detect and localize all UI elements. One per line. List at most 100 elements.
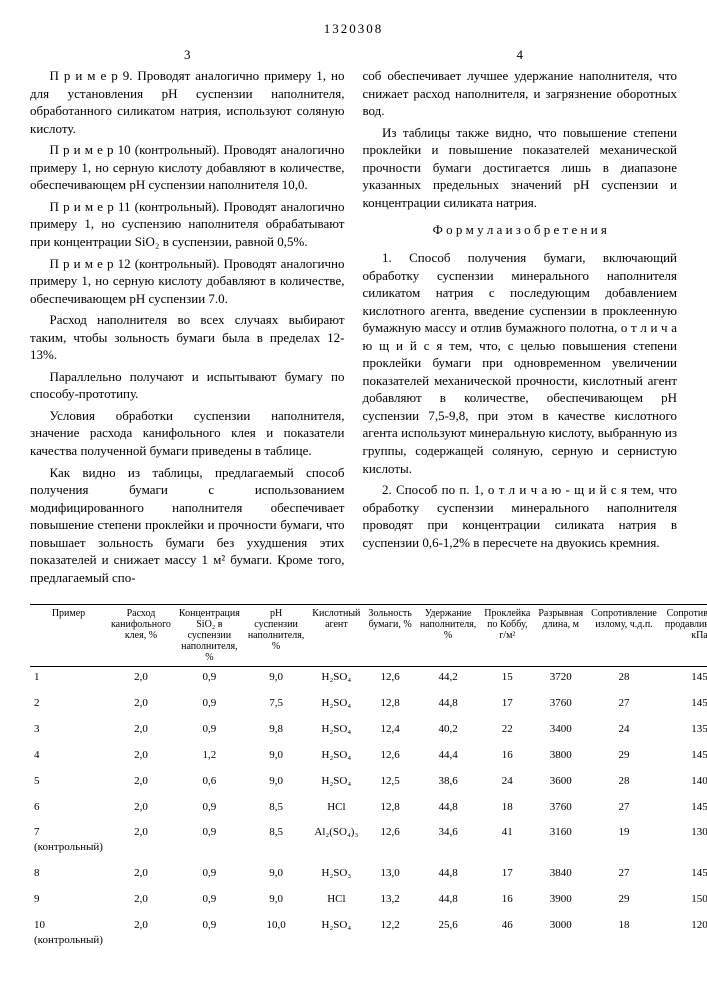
table-cell: 0,9 bbox=[175, 714, 244, 740]
table-cell: 0,9 bbox=[175, 688, 244, 714]
table-cell: 3400 bbox=[534, 714, 587, 740]
table-cell: 15 bbox=[480, 667, 534, 688]
table-cell: 12,6 bbox=[364, 667, 415, 688]
table-cell: HCl bbox=[308, 792, 364, 818]
table-cell: 3000 bbox=[534, 910, 587, 951]
table-cell: 9,0 bbox=[244, 766, 308, 792]
para-ex9: П р и м е р 9. Проводят аналогично приме… bbox=[30, 67, 345, 137]
table-cell: 3800 bbox=[534, 740, 587, 766]
table-cell: 12,8 bbox=[364, 792, 415, 818]
table-cell: HCl bbox=[308, 884, 364, 910]
table-cell: 44,8 bbox=[416, 858, 480, 884]
table-cell: 40,2 bbox=[416, 714, 480, 740]
table-cell: 18 bbox=[480, 792, 534, 818]
table-cell: 3900 bbox=[534, 884, 587, 910]
table-cell: 2,0 bbox=[107, 688, 175, 714]
table-cell: 145 bbox=[661, 792, 707, 818]
table-row: 62,00,98,5HCl12,844,818376027145 bbox=[30, 792, 707, 818]
table-cell: 18 bbox=[587, 910, 661, 951]
table-row: 92,00,99,0HCl13,244,816390029150 bbox=[30, 884, 707, 910]
table-cell: 12,6 bbox=[364, 817, 415, 858]
table-cell: H₂SO₄ bbox=[308, 667, 364, 688]
table-cell: 3 bbox=[30, 714, 107, 740]
table-cell: 0,9 bbox=[175, 858, 244, 884]
table-cell: 19 bbox=[587, 817, 661, 858]
table-cell: 44,8 bbox=[416, 688, 480, 714]
th-break: Разрывная длина, м bbox=[534, 605, 587, 667]
para-table-also: Из таблицы также видно, что повышение ст… bbox=[363, 124, 678, 212]
table-cell: 38,6 bbox=[416, 766, 480, 792]
th-agent: Кислотный агент bbox=[308, 605, 364, 667]
table-cell: 3720 bbox=[534, 667, 587, 688]
table-cell: 12,2 bbox=[364, 910, 415, 951]
table-cell: 1 bbox=[30, 667, 107, 688]
table-cell: 9,0 bbox=[244, 858, 308, 884]
table-cell: 2,0 bbox=[107, 740, 175, 766]
table-cell: 120 bbox=[661, 910, 707, 951]
table-cell: 44,2 bbox=[416, 667, 480, 688]
table-cell: 27 bbox=[587, 792, 661, 818]
table-cell: 46 bbox=[480, 910, 534, 951]
table-cell: 2,0 bbox=[107, 858, 175, 884]
table-cell: H₂SO₄ bbox=[308, 688, 364, 714]
table-cell: 8,5 bbox=[244, 817, 308, 858]
table-cell: 16 bbox=[480, 884, 534, 910]
th-rosin: Расход канифольного клея, % bbox=[107, 605, 175, 667]
table-cell: 2,0 bbox=[107, 792, 175, 818]
table-cell: 145 bbox=[661, 740, 707, 766]
para-cont: соб обеспечивает лучшее удержание наполн… bbox=[363, 67, 678, 120]
table-cell: 145 bbox=[661, 688, 707, 714]
table-cell: 17 bbox=[480, 688, 534, 714]
table-cell: 7 (контрольный) bbox=[30, 817, 107, 858]
table-cell: 2,0 bbox=[107, 667, 175, 688]
table-row: 52,00,69,0H₂SO₄12,538,624360028140 bbox=[30, 766, 707, 792]
table-cell: 29 bbox=[587, 740, 661, 766]
table-cell: 27 bbox=[587, 688, 661, 714]
table-row: 42,01,29,0H₂SO₄12,644,416380029145 bbox=[30, 740, 707, 766]
th-ash: Зольность бумаги, % bbox=[364, 605, 415, 667]
table-cell: 4 bbox=[30, 740, 107, 766]
th-ph: pH суспензии наполнителя, % bbox=[244, 605, 308, 667]
para-conditions: Условия обработки суспензии наполнителя,… bbox=[30, 407, 345, 460]
col-marker-left: 3 bbox=[30, 46, 345, 64]
table-cell: 5 bbox=[30, 766, 107, 792]
table-cell: 9,8 bbox=[244, 714, 308, 740]
para-parallel: Параллельно получают и испытывают бумагу… bbox=[30, 368, 345, 403]
table-cell: 12,8 bbox=[364, 688, 415, 714]
table-cell: 41 bbox=[480, 817, 534, 858]
table-cell: 0,9 bbox=[175, 884, 244, 910]
table-row: 32,00,99,8H₂SO₄12,440,222340024135 bbox=[30, 714, 707, 740]
table-header-row: Пример Расход канифольного клея, % Конце… bbox=[30, 605, 707, 667]
page-number: 1320308 bbox=[30, 20, 677, 38]
table-cell: 2,0 bbox=[107, 910, 175, 951]
table-cell: 0,6 bbox=[175, 766, 244, 792]
table-cell: 34,6 bbox=[416, 817, 480, 858]
table-cell: 3760 bbox=[534, 688, 587, 714]
th-retention: Удержание наполнителя, % bbox=[416, 605, 480, 667]
table-cell: 0,9 bbox=[175, 792, 244, 818]
table-cell: 3840 bbox=[534, 858, 587, 884]
table-cell: H₂SO₄ bbox=[308, 740, 364, 766]
table-cell: 2,0 bbox=[107, 766, 175, 792]
para-rate: Расход наполнителя во всех случаях выбир… bbox=[30, 311, 345, 364]
table-cell: 0,9 bbox=[175, 817, 244, 858]
th-burst: Сопротивление продавливанию, кПа bbox=[661, 605, 707, 667]
table-cell: 2 bbox=[30, 688, 107, 714]
table-cell: 145 bbox=[661, 858, 707, 884]
table-cell: 135 bbox=[661, 714, 707, 740]
para-ex10: П р и м е р 10 (контрольный). Проводят а… bbox=[30, 141, 345, 194]
table-cell: 7,5 bbox=[244, 688, 308, 714]
table-row: 22,00,97,5H₂SO₄12,844,817376027145 bbox=[30, 688, 707, 714]
table-cell: 9 bbox=[30, 884, 107, 910]
table-row: 10 (контрольный)2,00,910,0H₂SO₄12,225,64… bbox=[30, 910, 707, 951]
table-cell: 13,0 bbox=[364, 858, 415, 884]
table-cell: 2,0 bbox=[107, 884, 175, 910]
th-fold: Сопротивление излому, ч.д.п. bbox=[587, 605, 661, 667]
table-cell: 150 bbox=[661, 884, 707, 910]
table-cell: 28 bbox=[587, 766, 661, 792]
table-cell: 27 bbox=[587, 858, 661, 884]
table-cell: 145 bbox=[661, 667, 707, 688]
table-cell: 24 bbox=[480, 766, 534, 792]
table-cell: 12,5 bbox=[364, 766, 415, 792]
table-cell: 12,4 bbox=[364, 714, 415, 740]
